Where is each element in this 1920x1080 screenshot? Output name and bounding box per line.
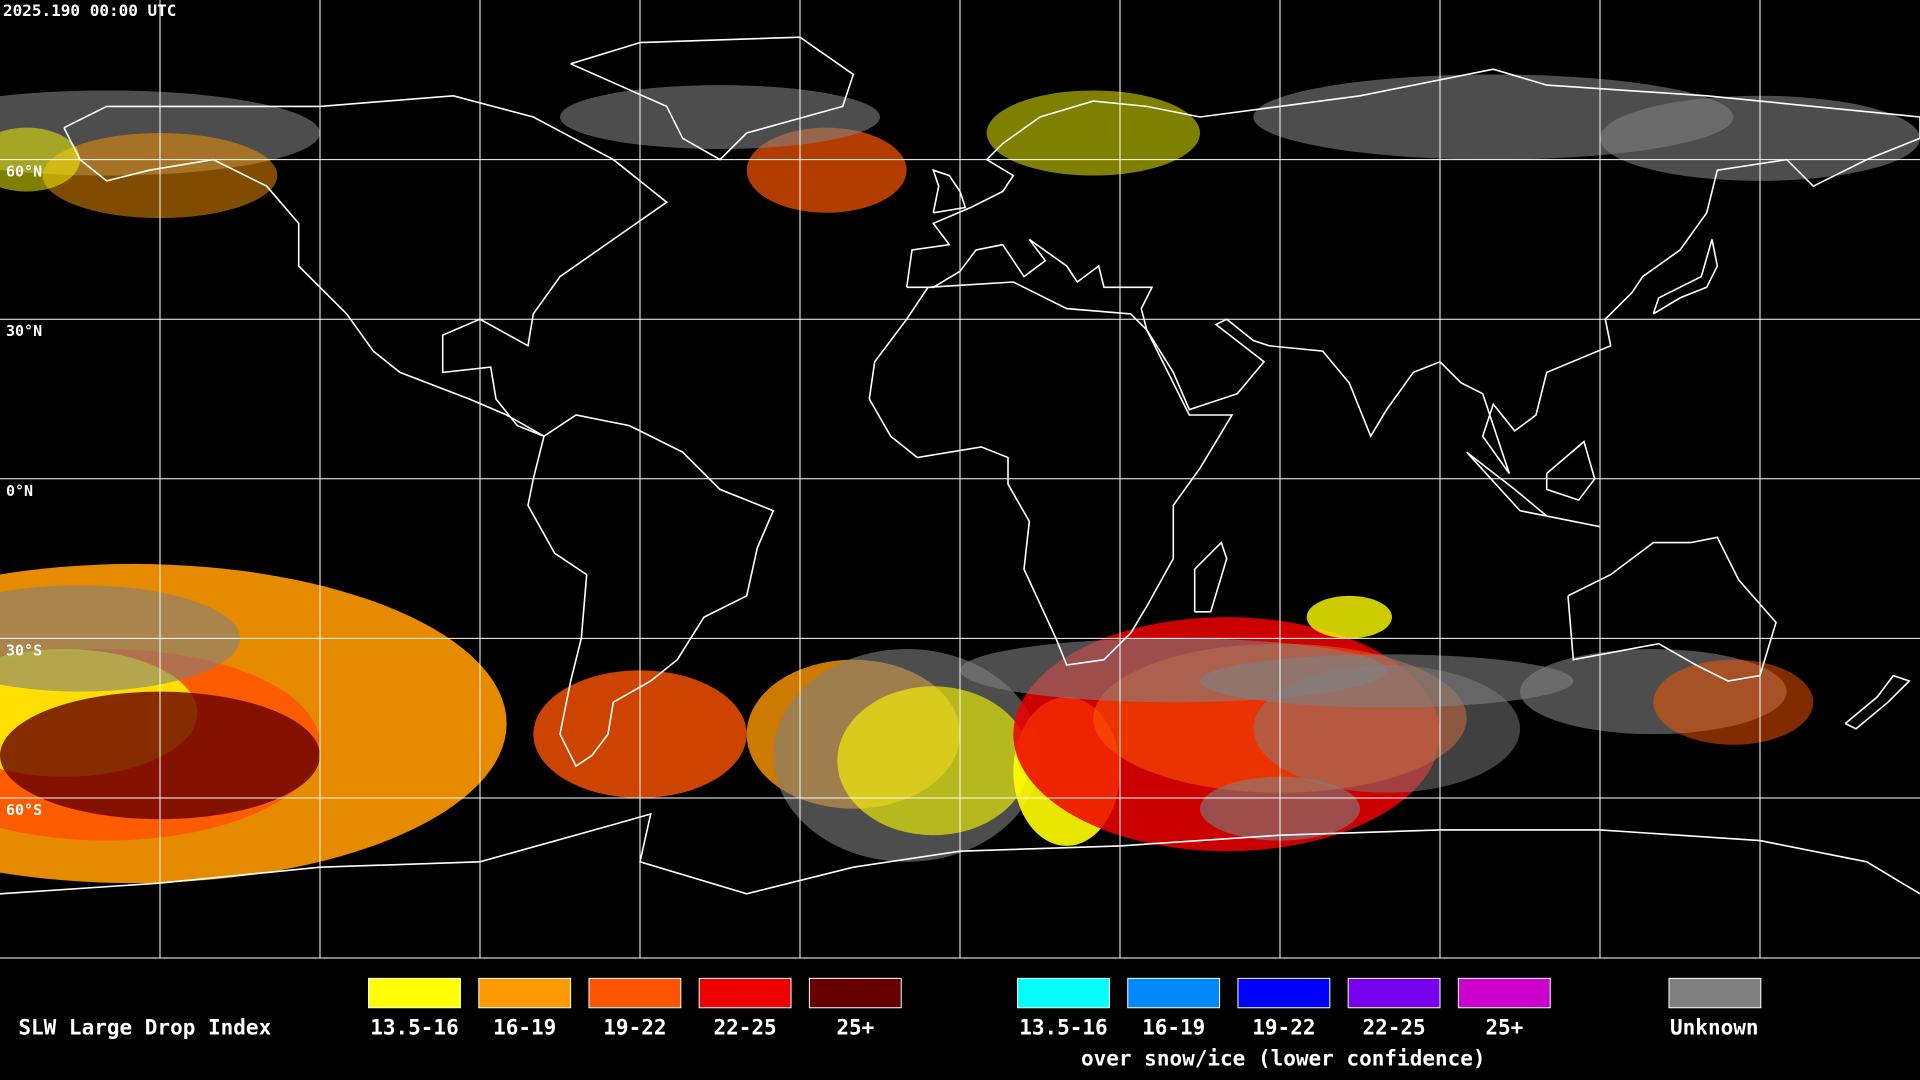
legend-label: 13.5-16 — [370, 1016, 459, 1040]
legend-label: 16-19 — [1142, 1016, 1205, 1040]
legend-swatch — [1127, 977, 1221, 1009]
legend-swatch — [808, 977, 902, 1009]
coastline — [1567, 536, 1777, 682]
latitude-label: 30°N — [6, 322, 42, 340]
data-overlay — [0, 74, 1920, 884]
legend-swatch — [1347, 977, 1441, 1009]
coastline — [63, 94, 669, 437]
coastline — [932, 168, 967, 214]
coastline — [1844, 674, 1911, 730]
coastline — [570, 36, 855, 161]
coastline — [1193, 541, 1228, 613]
legend-label: 25+ — [1485, 1016, 1523, 1040]
cloud-patch — [1306, 595, 1393, 639]
legend-label: 19-22 — [1252, 1016, 1315, 1040]
cloud-patch — [1653, 659, 1814, 745]
legend-label: 25+ — [836, 1016, 874, 1040]
coastline — [868, 281, 1234, 666]
timestamp: 2025.190 00:00 UTC — [3, 1, 176, 20]
legend-label: 13.5-16 — [1019, 1016, 1108, 1040]
legend-swatch — [1457, 977, 1551, 1009]
coastlines — [0, 36, 1920, 895]
legend-label: Unknown — [1670, 1016, 1759, 1040]
legend: SLW Large Drop Index 13.5-16 16-19 19-22 22-… — [18, 977, 1762, 1070]
legend-swatch — [1017, 977, 1110, 1009]
coastline — [0, 812, 1920, 895]
cloud-patch — [986, 90, 1200, 176]
cloud-patch — [746, 127, 907, 213]
legend-label: 19-22 — [603, 1016, 666, 1040]
latitude-label: 30°S — [6, 641, 42, 659]
legend-swatch — [1237, 977, 1331, 1009]
coastline — [905, 68, 1920, 474]
legend-swatch — [368, 977, 461, 1009]
latitude-label: 60°S — [6, 801, 42, 819]
legend-swatch — [478, 977, 572, 1009]
cloud-patch — [837, 686, 1030, 836]
coastline — [1652, 239, 1719, 315]
legend-label: 16-19 — [493, 1016, 556, 1040]
latitude-label: 60°N — [6, 163, 42, 181]
coastline — [1545, 440, 1596, 502]
legend-label: 22-25 — [713, 1016, 776, 1040]
cloud-patch — [1200, 654, 1574, 708]
coastline — [527, 414, 775, 768]
legend-swatch — [698, 977, 792, 1009]
latitude-label: 0°N — [6, 482, 33, 500]
legend-caption: over snow/ice (lower confidence) — [1081, 1046, 1486, 1070]
legend-swatch — [588, 977, 682, 1009]
graticule: 60°N 30°N 0°N 30°S 60°S — [0, 0, 1920, 958]
legend-label: 22-25 — [1362, 1016, 1425, 1040]
legend-swatch — [1668, 977, 1762, 1009]
cloud-patch — [560, 85, 880, 149]
legend-title: SLW Large Drop Index — [18, 1016, 271, 1040]
